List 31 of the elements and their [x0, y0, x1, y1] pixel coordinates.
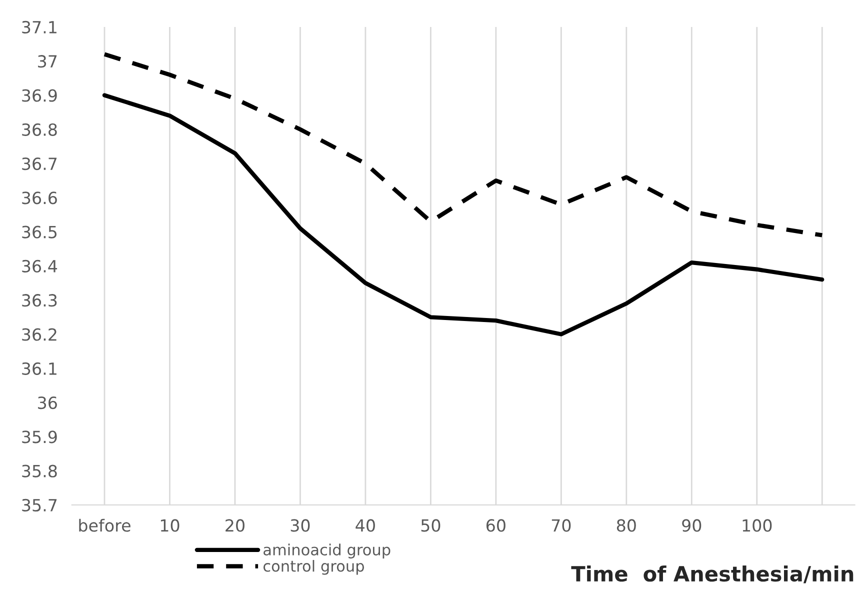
line-series: [102, 93, 824, 336]
y-tick-label: 36.1: [22, 362, 56, 375]
x-tick-label: 50: [421, 519, 440, 532]
legend-label: aminoacid group: [264, 544, 390, 558]
y-tick-label: 36.3: [22, 294, 57, 307]
x-tick-label: 100: [742, 519, 772, 532]
x-tick-label: 20: [226, 519, 244, 532]
legend-label: control group: [263, 560, 364, 575]
x-axis-title: Time of Anesthesia/min: [571, 566, 854, 584]
x-tick-label: 30: [290, 519, 310, 532]
y-tick-label: 37.1: [22, 20, 56, 34]
y-tick-label: 36.9: [22, 89, 57, 102]
y-tick-label: 36.5: [22, 226, 57, 238]
y-tick-label: 35.9: [22, 430, 57, 444]
y-tick-label: 36.8: [22, 123, 57, 136]
y-tick-label: 36: [38, 396, 57, 410]
x-tick-label: before: [79, 518, 130, 532]
x-tick-label: 70: [552, 519, 571, 532]
x-tick-label: 60: [486, 519, 506, 532]
y-tick-label: 35.8: [22, 464, 57, 478]
line-series: [102, 52, 824, 238]
x-tick-label: 80: [616, 519, 636, 532]
x-tick-label: 90: [682, 519, 702, 532]
x-tick-label: 10: [160, 519, 180, 532]
y-tick-label: 36.4: [22, 260, 58, 273]
y-tick-label: 36.2: [22, 328, 56, 341]
y-tick-label: 35.7: [22, 498, 57, 512]
y-tick-label: 37: [38, 55, 57, 68]
y-tick-label: 36.6: [22, 192, 57, 204]
y-tick-label: 36.7: [22, 157, 57, 170]
x-tick-label: 40: [356, 519, 375, 532]
